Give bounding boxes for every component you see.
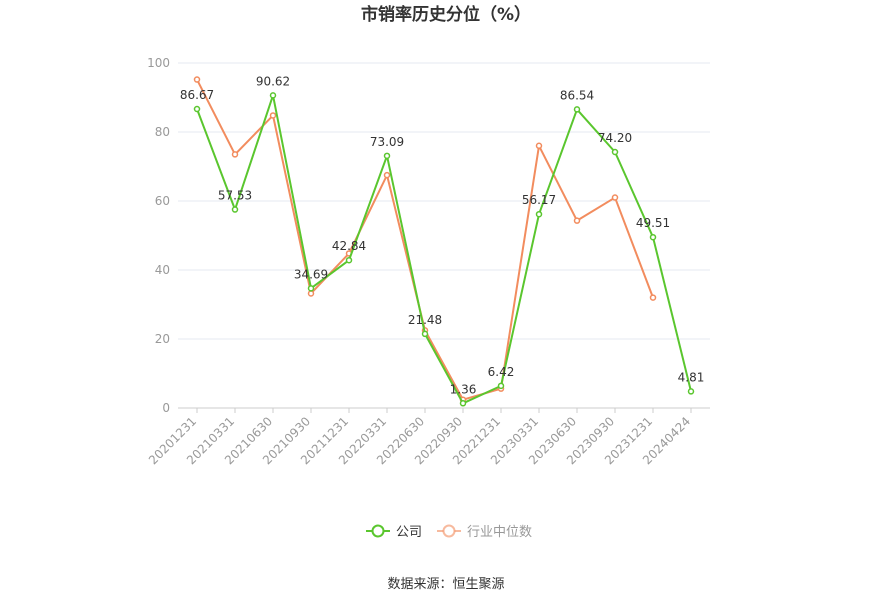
data-label: 86.54	[560, 88, 594, 102]
data-point	[687, 388, 695, 395]
y-axis: 0 20 40 60 80 100	[147, 56, 170, 415]
data-point	[535, 142, 543, 150]
x-axis: 2020123120210331202106302021093020211231…	[146, 408, 693, 467]
data-point	[383, 152, 391, 160]
y-tick-label: 40	[155, 263, 170, 277]
data-point	[269, 92, 277, 99]
y-tick-label: 20	[155, 332, 170, 346]
data-label: 86.67	[180, 88, 214, 102]
legend-marker	[371, 524, 385, 538]
legend-item-1[interactable]: 行业中位数	[437, 524, 532, 540]
series-line-0	[196, 94, 692, 405]
data-label: 1.36	[450, 382, 477, 396]
data-point	[649, 233, 657, 241]
y-tick-label: 100	[147, 56, 170, 70]
legend-marker	[442, 524, 456, 538]
data-point	[269, 112, 277, 119]
chart-title: 市销率历史分位（%）	[361, 4, 531, 25]
data-point	[459, 400, 467, 407]
data-point	[383, 171, 391, 179]
data-point	[307, 290, 315, 297]
data-point	[231, 206, 239, 213]
legend-item-0[interactable]: 公司	[366, 524, 422, 540]
data-label: 74.20	[598, 131, 632, 145]
data-label: 73.09	[370, 135, 404, 149]
series-line-1	[196, 79, 654, 401]
data-point	[573, 106, 581, 113]
data-point	[193, 105, 201, 113]
y-tick-label: 80	[155, 125, 170, 139]
source-note: 数据来源：恒生聚源	[387, 577, 504, 592]
data-point	[307, 285, 315, 292]
data-labels: 86.67 57.53 90.62 34.69 42.84 73.09 21.48 1.36 6…	[180, 74, 705, 396]
legend-label: 行业中位数	[467, 525, 532, 540]
data-label: 57.53	[218, 189, 252, 203]
grid	[178, 62, 710, 409]
data-point	[611, 148, 619, 156]
legend-label: 公司	[396, 525, 422, 540]
y-tick-label: 0	[162, 401, 170, 415]
data-label: 42.84	[332, 239, 366, 253]
data-point	[573, 217, 581, 224]
data-point	[345, 256, 353, 264]
series-group	[193, 76, 695, 407]
data-label: 6.42	[488, 365, 515, 379]
data-label: 90.62	[256, 74, 290, 88]
data-point	[193, 76, 201, 83]
data-label: 21.48	[408, 313, 442, 327]
data-point	[497, 382, 505, 390]
data-point	[611, 194, 619, 201]
data-point	[649, 294, 657, 301]
data-point	[231, 151, 239, 158]
data-label: 4.81	[678, 370, 705, 384]
legend[interactable]: 公司 行业中位数	[366, 524, 532, 540]
y-tick-label: 60	[155, 194, 170, 208]
data-label: 56.17	[522, 193, 556, 207]
data-label: 49.51	[636, 216, 670, 230]
data-label: 34.69	[294, 267, 328, 281]
data-point	[421, 330, 429, 338]
data-point	[535, 210, 543, 218]
